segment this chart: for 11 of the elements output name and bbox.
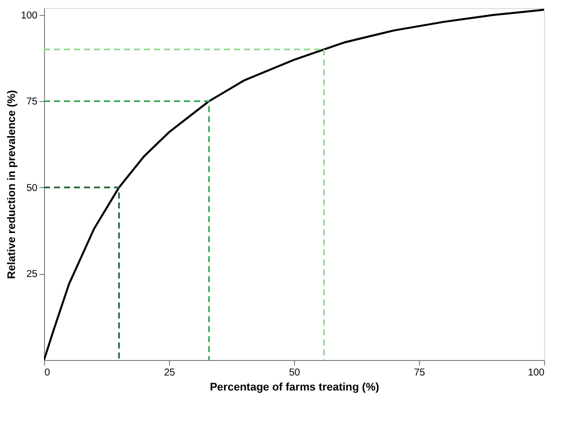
y-tick-label: 50 <box>26 182 38 194</box>
x-axis-title: Percentage of farms treating (%) <box>210 382 380 394</box>
y-axis-title: Relative reduction in prevalence (%) <box>6 90 18 279</box>
y-tick-label: 100 <box>20 10 38 22</box>
x-tick-label: 100 <box>528 368 545 378</box>
x-tick-label: 50 <box>288 368 300 378</box>
x-tick-label: 25 <box>164 368 176 378</box>
x-tick-label: 75 <box>414 368 426 378</box>
y-tick-label: 75 <box>26 96 38 108</box>
y-tick-label: 25 <box>26 269 38 280</box>
x-tick-label: 0 <box>44 368 50 378</box>
